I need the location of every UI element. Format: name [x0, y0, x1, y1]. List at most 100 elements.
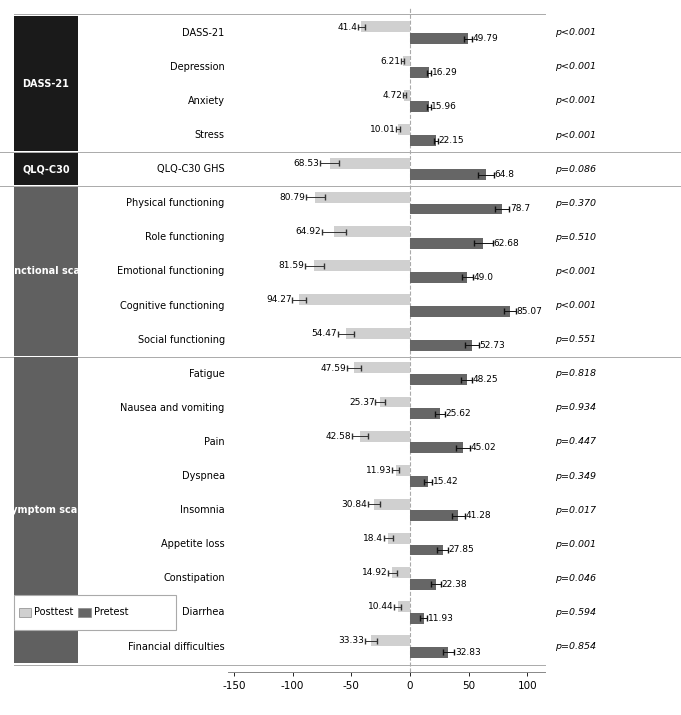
- Text: 6.21: 6.21: [381, 56, 400, 66]
- Bar: [396, 465, 410, 475]
- Bar: [374, 499, 410, 510]
- Text: p=0.349: p=0.349: [555, 471, 596, 480]
- Bar: [405, 89, 410, 101]
- Bar: [410, 374, 466, 385]
- Text: 22.38: 22.38: [441, 580, 467, 588]
- Text: QLQ-C30 GHS: QLQ-C30 GHS: [157, 164, 225, 174]
- Text: 16.29: 16.29: [432, 68, 458, 77]
- Text: 11.93: 11.93: [366, 465, 392, 475]
- Text: 64.8: 64.8: [494, 170, 515, 179]
- Text: Posttest: Posttest: [34, 608, 74, 618]
- Text: 54.47: 54.47: [312, 330, 337, 338]
- Text: Financial difficulties: Financial difficulties: [128, 641, 225, 651]
- Bar: [410, 613, 424, 623]
- Text: p=0.046: p=0.046: [555, 574, 596, 583]
- Text: 25.62: 25.62: [445, 409, 471, 418]
- Text: p=0.370: p=0.370: [555, 199, 596, 208]
- Bar: [388, 533, 410, 544]
- Bar: [410, 545, 443, 556]
- Text: Cognitive functioning: Cognitive functioning: [121, 300, 225, 310]
- Text: DASS-21: DASS-21: [22, 79, 69, 89]
- Bar: [398, 601, 410, 612]
- Text: Functional scale: Functional scale: [1, 267, 91, 277]
- Text: p=0.934: p=0.934: [555, 403, 596, 413]
- Bar: [410, 33, 469, 44]
- Text: p=0.818: p=0.818: [555, 369, 596, 378]
- Bar: [392, 567, 410, 578]
- Bar: [314, 260, 410, 271]
- Text: 15.96: 15.96: [431, 102, 457, 111]
- Text: Role functioning: Role functioning: [145, 232, 225, 242]
- Bar: [410, 340, 472, 351]
- Text: DASS-21: DASS-21: [183, 28, 225, 38]
- Text: p=0.086: p=0.086: [555, 164, 596, 174]
- Text: 33.33: 33.33: [338, 636, 364, 646]
- Text: 64.92: 64.92: [296, 227, 321, 236]
- Bar: [410, 443, 462, 453]
- Text: p=0.001: p=0.001: [555, 540, 596, 548]
- Text: 52.73: 52.73: [479, 341, 505, 350]
- Text: 32.83: 32.83: [455, 648, 481, 657]
- Text: Diarrhea: Diarrhea: [183, 608, 225, 618]
- Text: p=0.551: p=0.551: [555, 335, 596, 344]
- Text: 94.27: 94.27: [266, 295, 291, 305]
- Bar: [398, 124, 410, 134]
- Text: 62.68: 62.68: [494, 239, 519, 247]
- Text: 81.59: 81.59: [279, 261, 304, 270]
- Text: 45.02: 45.02: [471, 443, 496, 452]
- Text: p<0.001: p<0.001: [555, 97, 596, 105]
- Bar: [380, 397, 410, 408]
- Bar: [410, 306, 509, 317]
- Text: QLQ-C30: QLQ-C30: [22, 164, 69, 174]
- Text: Emotional functioning: Emotional functioning: [118, 267, 225, 277]
- Text: 27.85: 27.85: [449, 546, 474, 554]
- Text: Anxiety: Anxiety: [188, 96, 225, 106]
- Bar: [330, 158, 410, 169]
- Bar: [402, 56, 410, 66]
- Text: Stress: Stress: [195, 130, 225, 140]
- Text: 47.59: 47.59: [321, 363, 347, 373]
- Bar: [410, 102, 428, 112]
- Text: 42.58: 42.58: [326, 432, 351, 440]
- Text: p=0.017: p=0.017: [555, 506, 596, 515]
- Text: p<0.001: p<0.001: [555, 267, 596, 276]
- Bar: [410, 237, 484, 249]
- Text: p<0.001: p<0.001: [555, 301, 596, 310]
- Text: 15.42: 15.42: [432, 477, 458, 486]
- Text: 4.72: 4.72: [383, 91, 402, 99]
- Bar: [410, 511, 458, 521]
- Bar: [410, 272, 467, 282]
- Bar: [346, 328, 410, 340]
- Bar: [360, 430, 410, 442]
- Text: Social functioning: Social functioning: [138, 335, 225, 345]
- Text: Depression: Depression: [170, 61, 225, 72]
- Text: 25.37: 25.37: [349, 398, 375, 407]
- Text: 80.79: 80.79: [279, 193, 305, 202]
- Bar: [362, 21, 410, 32]
- Text: 78.7: 78.7: [510, 204, 530, 214]
- Text: 41.4: 41.4: [337, 22, 358, 31]
- Text: p<0.001: p<0.001: [555, 28, 596, 37]
- Bar: [315, 192, 410, 203]
- Text: Insomnia: Insomnia: [180, 505, 225, 515]
- Bar: [354, 363, 410, 373]
- Bar: [300, 295, 410, 305]
- Text: p=0.447: p=0.447: [555, 438, 596, 446]
- Text: 68.53: 68.53: [294, 159, 319, 168]
- Text: Dyspnea: Dyspnea: [182, 471, 225, 481]
- Text: Physical functioning: Physical functioning: [127, 198, 225, 208]
- Text: 14.92: 14.92: [362, 568, 387, 577]
- Text: 18.4: 18.4: [363, 534, 383, 543]
- Text: p=0.854: p=0.854: [555, 642, 596, 651]
- Text: p<0.001: p<0.001: [555, 131, 596, 139]
- Text: 10.44: 10.44: [368, 602, 394, 611]
- Text: 49.0: 49.0: [474, 272, 494, 282]
- Text: 10.01: 10.01: [370, 125, 396, 134]
- Bar: [410, 408, 440, 419]
- Bar: [410, 135, 436, 147]
- Text: 85.07: 85.07: [516, 307, 542, 316]
- Text: 22.15: 22.15: [439, 137, 464, 145]
- Text: Fatigue: Fatigue: [189, 369, 225, 379]
- Bar: [410, 169, 486, 180]
- Text: p=0.510: p=0.510: [555, 233, 596, 242]
